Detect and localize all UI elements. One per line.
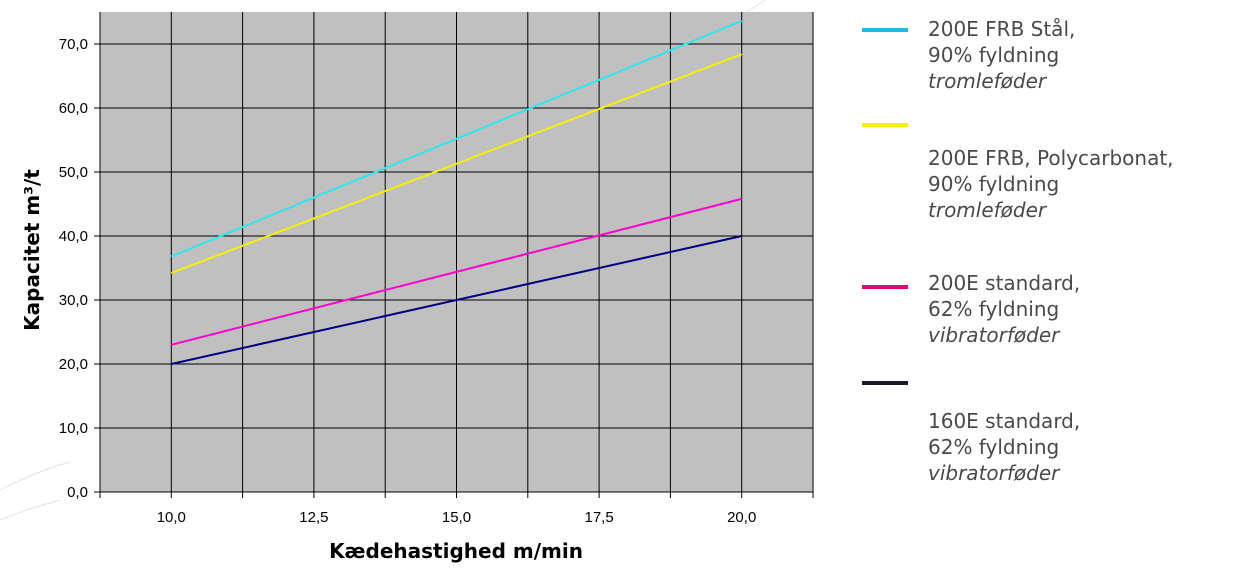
- y-tick-label: 0,0: [67, 484, 88, 501]
- legend-label: 200E FRB, Polycarbonat, 90% fyldning tro…: [928, 145, 1174, 223]
- x-axis-title: Kædehastighed m/min: [329, 539, 583, 563]
- y-tick-label: 20,0: [59, 356, 88, 373]
- legend-label: 200E standard, 62% fyldning vibratorføde…: [928, 270, 1080, 348]
- chart-legend: 200E FRB Stål, 90% fyldning tromleføder …: [862, 0, 1234, 569]
- legend-line-1: 200E standard,: [928, 271, 1081, 295]
- series-line-1: [170, 20, 743, 258]
- grid-lines: [99, 12, 814, 492]
- legend-line-3: vibratorføder: [928, 461, 1060, 485]
- y-tick-label: 50,0: [59, 164, 88, 181]
- legend-swatch: [862, 381, 908, 385]
- legend-swatch: [862, 123, 908, 127]
- legend-line-3: tromleføder: [928, 69, 1047, 93]
- series-line-3: [171, 197, 742, 346]
- x-tick-label: 15,0: [442, 509, 471, 526]
- x-tick-label: 20,0: [727, 509, 756, 526]
- x-tick-label: 12,5: [299, 509, 328, 526]
- series-line-4: [171, 235, 742, 365]
- legend-line-3: vibratorføder: [928, 323, 1060, 347]
- y-axis-title: Kapacitet m³/t: [20, 169, 44, 331]
- y-tick-label: 60,0: [59, 100, 88, 117]
- y-tick-label: 10,0: [59, 420, 88, 437]
- legend-label: 160E standard, 62% fyldning vibratorføde…: [928, 408, 1080, 486]
- y-tick-label: 30,0: [59, 292, 88, 309]
- legend-swatch: [862, 28, 908, 32]
- legend-line-1: 200E FRB Stål,: [928, 17, 1076, 41]
- series-line-2: [170, 53, 743, 275]
- y-tick-label: 70,0: [59, 36, 88, 53]
- legend-swatch: [862, 285, 908, 289]
- y-axis-ticks: 0,0 10,0 20,0 30,0 40,0 50,0 60,0 70,0: [59, 36, 100, 501]
- line-chart: 10,0 12,5 15,0 17,5 20,0 0,0 10,0 20,0 30,0 40,0…: [20, 12, 814, 563]
- legend-line-3: tromleføder: [928, 198, 1047, 222]
- x-tick-label: 10,0: [157, 509, 186, 526]
- legend-line-1: 160E standard,: [928, 409, 1081, 433]
- legend-line-2: 62% fyldning: [928, 297, 1060, 321]
- legend-line-2: 62% fyldning: [928, 435, 1060, 459]
- legend-line-2: 90% fyldning: [928, 43, 1060, 67]
- legend-line-1: 200E FRB, Polycarbonat,: [928, 146, 1174, 170]
- x-tick-label: 17,5: [584, 509, 613, 526]
- legend-label: 200E FRB Stål, 90% fyldning tromleføder: [928, 16, 1075, 94]
- legend-line-2: 90% fyldning: [928, 172, 1060, 196]
- x-axis-ticks: 10,0 12,5 15,0 17,5 20,0: [99, 492, 814, 526]
- y-tick-label: 40,0: [59, 228, 88, 245]
- series-lines: [170, 20, 743, 365]
